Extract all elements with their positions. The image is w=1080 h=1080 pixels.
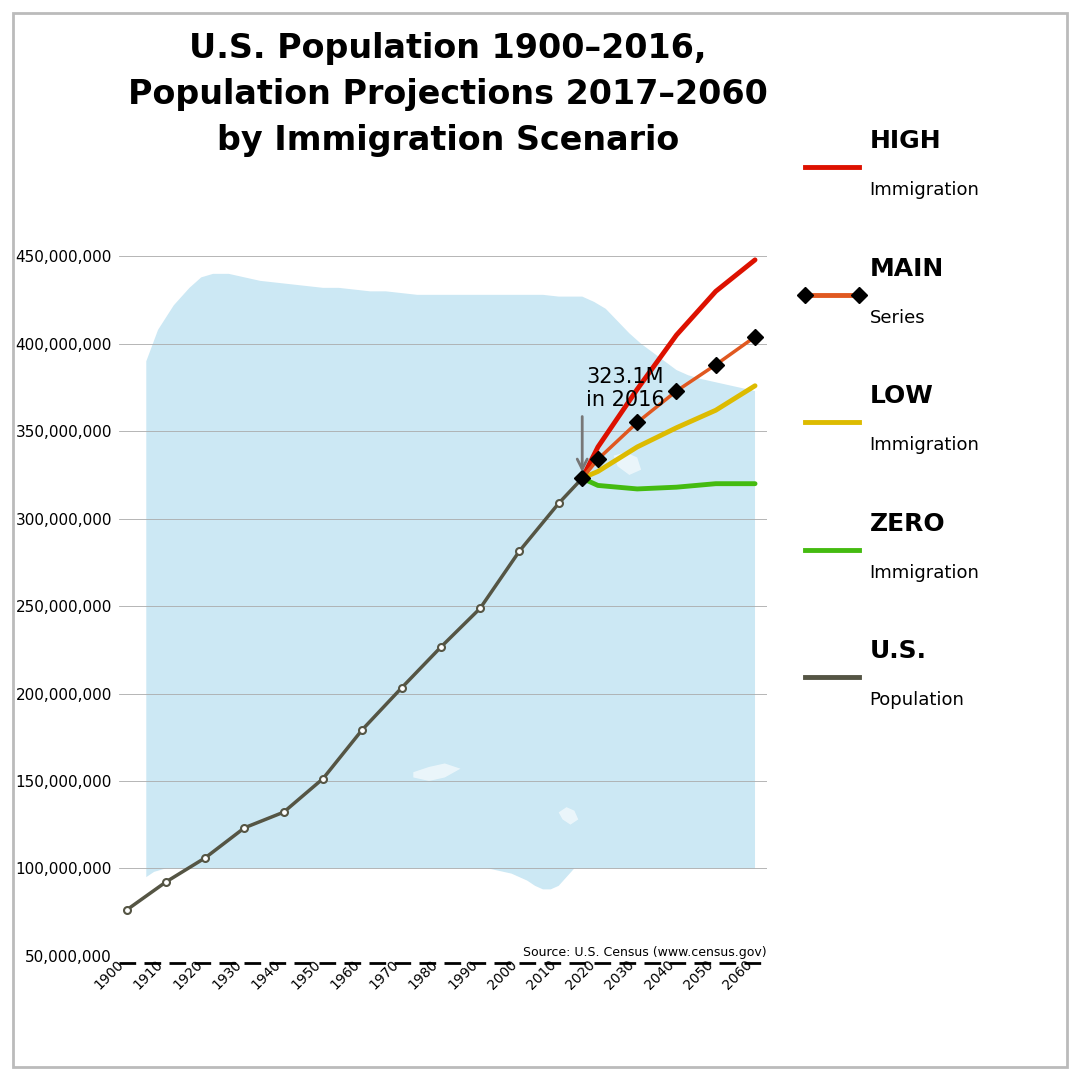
Text: U.S. Population 1900–2016,
Population Projections 2017–2060
by Immigration Scena: U.S. Population 1900–2016, Population Pr… — [129, 32, 768, 158]
Text: Immigration: Immigration — [869, 564, 980, 582]
Text: LOW: LOW — [869, 384, 933, 408]
Text: Series: Series — [869, 309, 926, 327]
Polygon shape — [613, 453, 642, 475]
Text: Immigration: Immigration — [869, 181, 980, 200]
Text: Population: Population — [869, 691, 964, 710]
Text: 323.1M
in 2016: 323.1M in 2016 — [586, 367, 665, 410]
Polygon shape — [558, 807, 578, 825]
Text: Source: U.S. Census (www.census.gov): Source: U.S. Census (www.census.gov) — [523, 946, 767, 959]
Polygon shape — [414, 764, 460, 781]
Text: MAIN: MAIN — [869, 257, 944, 281]
Text: ZERO: ZERO — [869, 512, 945, 536]
Text: Immigration: Immigration — [869, 436, 980, 455]
Text: HIGH: HIGH — [869, 130, 941, 153]
Text: U.S.: U.S. — [869, 639, 927, 663]
Polygon shape — [146, 274, 755, 889]
